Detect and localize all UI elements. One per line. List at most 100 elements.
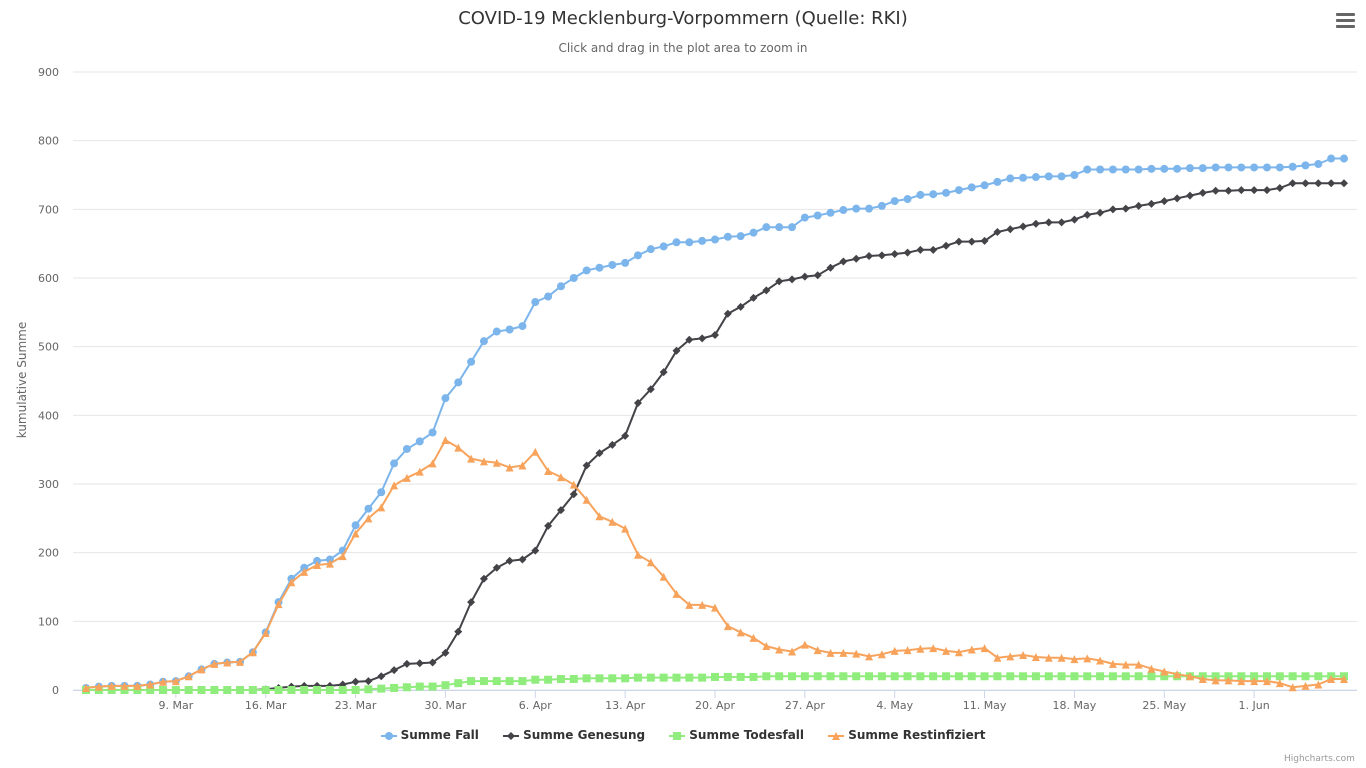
data-point[interactable] [1057, 672, 1066, 681]
data-point[interactable] [1237, 677, 1246, 686]
data-point[interactable] [993, 653, 1002, 662]
data-point[interactable] [826, 208, 835, 217]
data-point[interactable] [1160, 672, 1169, 681]
data-point[interactable] [377, 672, 386, 681]
data-point[interactable] [659, 673, 668, 682]
data-point[interactable] [788, 275, 797, 284]
data-point[interactable] [929, 672, 938, 681]
data-point[interactable] [492, 458, 501, 467]
data-point[interactable] [428, 428, 437, 437]
data-point[interactable] [544, 675, 553, 684]
data-point[interactable] [351, 529, 360, 538]
data-point[interactable] [556, 675, 565, 684]
data-point[interactable] [569, 490, 578, 499]
data-point[interactable] [428, 459, 437, 468]
data-point[interactable] [942, 672, 951, 681]
data-point[interactable] [441, 681, 450, 690]
data-point[interactable] [454, 627, 463, 636]
data-point[interactable] [351, 521, 360, 530]
data-point[interactable] [377, 488, 386, 497]
data-point[interactable] [1262, 186, 1271, 195]
data-point[interactable] [698, 236, 707, 245]
data-point[interactable] [364, 504, 373, 513]
data-point[interactable] [711, 235, 719, 244]
data-point[interactable] [171, 686, 180, 694]
data-point[interactable] [505, 556, 514, 565]
data-point[interactable] [621, 431, 630, 440]
data-point[interactable] [287, 578, 296, 587]
data-point[interactable] [1019, 650, 1028, 659]
data-point[interactable] [813, 672, 822, 681]
data-point[interactable] [852, 204, 861, 213]
data-point[interactable] [1070, 215, 1079, 224]
data-point[interactable] [1121, 672, 1130, 681]
data-point[interactable] [800, 213, 809, 222]
data-point[interactable] [94, 682, 103, 691]
data-point[interactable] [531, 675, 540, 684]
data-point[interactable] [1083, 210, 1092, 219]
data-point[interactable] [505, 677, 514, 686]
data-point[interactable] [223, 658, 232, 667]
data-point[interactable] [1006, 225, 1015, 234]
data-point[interactable] [569, 480, 578, 489]
data-point[interactable] [300, 686, 309, 694]
data-point[interactable] [1198, 188, 1207, 197]
data-point[interactable] [775, 645, 784, 654]
data-point[interactable] [1083, 672, 1092, 681]
data-point[interactable] [1134, 672, 1143, 681]
data-point[interactable] [467, 677, 476, 686]
data-point[interactable] [852, 254, 861, 263]
data-point[interactable] [877, 201, 886, 210]
data-point[interactable] [775, 223, 784, 232]
data-point[interactable] [980, 644, 989, 653]
data-point[interactable] [415, 659, 424, 668]
data-point[interactable] [261, 629, 270, 638]
data-point[interactable] [1147, 672, 1156, 681]
data-point[interactable] [993, 177, 1002, 186]
data-point[interactable] [1121, 204, 1130, 213]
data-point[interactable] [942, 646, 951, 655]
data-point[interactable] [236, 657, 245, 666]
data-point[interactable] [1237, 163, 1246, 172]
data-point[interactable] [826, 648, 835, 657]
data-point[interactable] [1327, 154, 1336, 163]
data-point[interactable] [1147, 199, 1156, 208]
data-point[interactable] [159, 677, 168, 686]
data-point[interactable] [659, 368, 668, 377]
data-point[interactable] [325, 559, 334, 568]
data-point[interactable] [1070, 672, 1079, 681]
data-point[interactable] [1288, 683, 1297, 692]
data-point[interactable] [454, 443, 463, 452]
data-point[interactable] [1185, 191, 1194, 200]
data-point[interactable] [929, 190, 938, 199]
data-point[interactable] [903, 248, 912, 257]
data-point[interactable] [890, 249, 899, 258]
data-point[interactable] [479, 337, 488, 346]
data-point[interactable] [159, 686, 168, 694]
data-point[interactable] [736, 672, 745, 681]
data-point[interactable] [685, 600, 694, 609]
data-point[interactable] [1031, 653, 1040, 662]
data-point[interactable] [390, 666, 399, 675]
data-point[interactable] [479, 457, 488, 466]
data-point[interactable] [967, 672, 976, 681]
data-point[interactable] [1262, 677, 1271, 686]
data-point[interactable] [184, 672, 193, 681]
data-point[interactable] [762, 642, 771, 651]
data-point[interactable] [993, 227, 1002, 236]
data-point[interactable] [441, 436, 450, 445]
data-point[interactable] [1006, 174, 1015, 183]
data-point[interactable] [659, 242, 668, 251]
data-point[interactable] [1134, 201, 1143, 210]
data-point[interactable] [1031, 219, 1040, 228]
data-point[interactable] [1044, 218, 1053, 227]
data-point[interactable] [582, 266, 591, 275]
data-point[interactable] [1173, 194, 1182, 203]
data-point[interactable] [1147, 664, 1156, 673]
data-point[interactable] [1134, 165, 1143, 174]
data-point[interactable] [274, 600, 283, 609]
data-point[interactable] [903, 195, 912, 204]
data-point[interactable] [325, 686, 334, 694]
data-point[interactable] [441, 394, 450, 403]
